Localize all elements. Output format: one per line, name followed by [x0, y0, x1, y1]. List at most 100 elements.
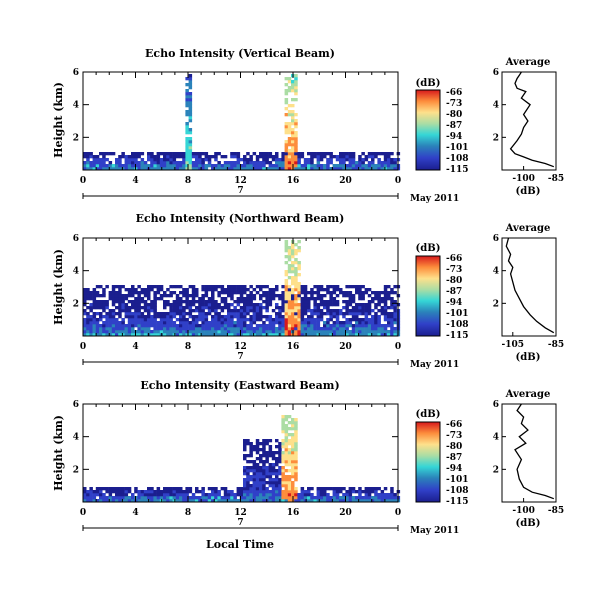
echo-cell — [358, 303, 362, 307]
echo-cell — [255, 315, 260, 319]
echo-cell — [319, 499, 324, 503]
echo-cell — [185, 321, 189, 325]
echo-cell — [143, 315, 148, 319]
echo-cell — [105, 306, 109, 310]
echo-cell — [300, 303, 305, 307]
echo-cell — [297, 333, 301, 337]
echo-cell — [233, 285, 237, 289]
echo-cell — [227, 330, 231, 334]
echo-cell — [255, 327, 260, 331]
echo-cell — [102, 309, 106, 313]
echo-cell — [291, 439, 295, 443]
echo-cell — [220, 330, 225, 334]
echo-cell — [367, 487, 372, 491]
echo-cell — [259, 496, 263, 500]
echo-cell — [358, 161, 362, 165]
echo-cell — [390, 306, 394, 310]
colorbar-tick: -80 — [446, 110, 462, 120]
echo-cell — [294, 158, 298, 162]
echo-cell — [358, 297, 362, 301]
colorbar-tick: -115 — [446, 331, 469, 341]
echo-cell — [118, 309, 122, 313]
echo-cell — [86, 330, 90, 334]
echo-cell — [236, 490, 241, 494]
echo-cell — [284, 249, 289, 253]
echo-cell — [134, 300, 138, 304]
echo-cell — [191, 152, 196, 156]
echo-cell — [345, 306, 349, 310]
echo-cell — [108, 167, 113, 171]
echo-cell — [255, 493, 260, 497]
echo-cell — [361, 330, 365, 334]
echo-cell — [278, 318, 282, 322]
colorbar-vertical: (dB) -66 -73 -80 -87 -94 -101 -108 -115 — [415, 78, 469, 175]
echo-cell — [124, 297, 129, 301]
echo-cell — [297, 264, 301, 268]
echo-cell — [364, 321, 369, 325]
echo-cell — [291, 445, 295, 449]
echo-cell — [153, 493, 157, 497]
echo-cell — [374, 333, 378, 337]
echo-cell — [284, 415, 289, 419]
echo-cell — [163, 493, 167, 497]
y-axis-label-northward: Height (km) — [52, 249, 65, 325]
echo-cell — [207, 288, 212, 292]
echo-cell — [188, 140, 193, 144]
echo-cell — [291, 442, 295, 446]
echo-cell — [172, 300, 177, 304]
echo-cell — [262, 469, 266, 473]
echo-cell — [275, 330, 279, 334]
echo-cell — [367, 288, 372, 292]
echo-cell — [316, 158, 321, 162]
echo-cell — [95, 493, 100, 497]
echo-cell — [86, 294, 90, 298]
echo-cell — [236, 158, 241, 162]
echo-cell — [131, 333, 135, 337]
echo-cell — [140, 158, 145, 162]
echo-cell — [281, 291, 285, 295]
echo-cell — [380, 164, 385, 168]
echo-cell — [227, 167, 231, 171]
echo-cell — [118, 499, 122, 503]
echo-cell — [294, 279, 298, 283]
echo-cell — [374, 152, 378, 156]
echo-cell — [345, 167, 349, 171]
echo-cell — [351, 161, 356, 165]
echo-cell — [271, 288, 276, 292]
echo-cell — [271, 297, 276, 301]
echo-cell — [198, 158, 202, 162]
echo-cell — [166, 300, 170, 304]
echo-cell — [377, 318, 381, 322]
echo-cell — [262, 315, 266, 319]
echo-cell — [137, 291, 141, 295]
echo-cell — [83, 291, 87, 295]
echo-cell — [383, 496, 388, 500]
echo-cell — [259, 309, 263, 313]
echo-cell — [262, 478, 266, 482]
echo-cell — [246, 472, 250, 476]
echo-cell — [108, 493, 113, 497]
echo-cell — [284, 101, 289, 105]
echo-cell — [259, 493, 263, 497]
echo-cell — [220, 327, 225, 331]
echo-cell — [326, 321, 330, 325]
echo-cell — [118, 315, 122, 319]
echo-cell — [175, 152, 180, 156]
echo-cell — [230, 164, 234, 168]
echo-cell — [271, 484, 276, 488]
echo-cell — [172, 155, 177, 159]
echo-cell — [111, 333, 116, 337]
echo-cell — [371, 291, 375, 295]
echo-cell — [281, 161, 285, 165]
echo-cell — [275, 294, 279, 298]
echo-cell — [284, 149, 289, 153]
echo-cell — [140, 321, 145, 325]
echo-cell — [95, 164, 100, 168]
echo-cell — [179, 306, 183, 310]
echo-cell — [239, 309, 244, 313]
echo-cell — [153, 161, 157, 165]
echo-cell — [243, 297, 247, 301]
echo-cell — [86, 318, 90, 322]
echo-cell — [323, 333, 327, 337]
echo-cell — [156, 285, 161, 289]
